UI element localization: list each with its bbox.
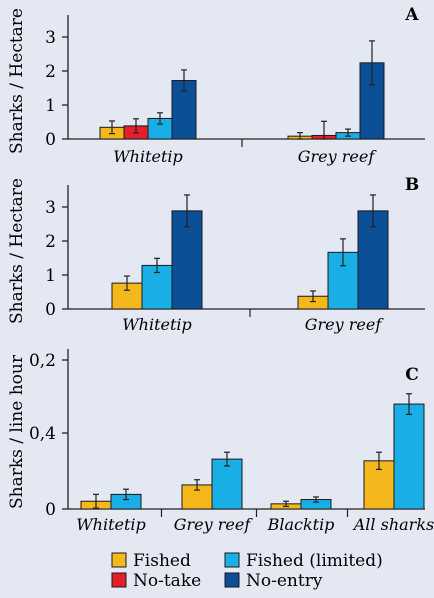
panel-label: B [405, 175, 419, 195]
bar [393, 403, 425, 510]
category-label: Grey reef [305, 315, 385, 334]
legend-label: Fished (limited) [246, 551, 383, 571]
y-axis-label: Sharks / line hour [7, 354, 27, 509]
bar [171, 80, 197, 140]
legend-swatch [111, 552, 127, 568]
y-tick-label: 2 [45, 62, 56, 82]
legend-label: No-take [133, 571, 201, 591]
category-label: All sharks [352, 515, 434, 534]
panel-label: A [404, 5, 419, 25]
legend-label: No-entry [246, 571, 323, 591]
legend-item: Fished [111, 551, 191, 571]
panel-label: C [405, 365, 419, 385]
legend-item: No-entry [224, 571, 323, 591]
y-axis-label: Sharks / Hectare [7, 8, 27, 154]
y-tick-label: 0 [45, 130, 56, 150]
y-tick-label: 2 [45, 232, 56, 252]
legend-label: Fished [133, 551, 191, 571]
category-label: Whitetip [122, 315, 192, 334]
y-tick-label: 1 [45, 96, 56, 116]
category-label: Grey reef [174, 515, 254, 534]
y-tick-label: 0,4 [29, 424, 56, 444]
panel-B [62, 185, 425, 317]
y-axis-label: Sharks / Hectare [7, 178, 27, 324]
y-tick-label: 1 [45, 266, 56, 286]
y-tick-label: 0,2 [29, 351, 56, 371]
y-tick-label: 3 [45, 28, 56, 48]
y-tick-label: 3 [45, 198, 56, 218]
bar [211, 458, 243, 510]
legend-swatch [111, 572, 127, 588]
y-tick-label: 0 [45, 300, 56, 320]
legend-item: No-take [111, 571, 201, 591]
category-label: Blacktip [267, 515, 335, 534]
category-label: Grey reef [298, 147, 378, 166]
panel-A [62, 15, 425, 147]
legend-swatch [224, 572, 240, 588]
legend-item: Fished (limited) [224, 551, 383, 571]
y-tick-label: 0 [45, 500, 56, 520]
category-label: Whitetip [76, 515, 146, 534]
panel-C [62, 349, 425, 517]
legend-swatch [224, 552, 240, 568]
category-label: Whitetip [113, 147, 183, 166]
